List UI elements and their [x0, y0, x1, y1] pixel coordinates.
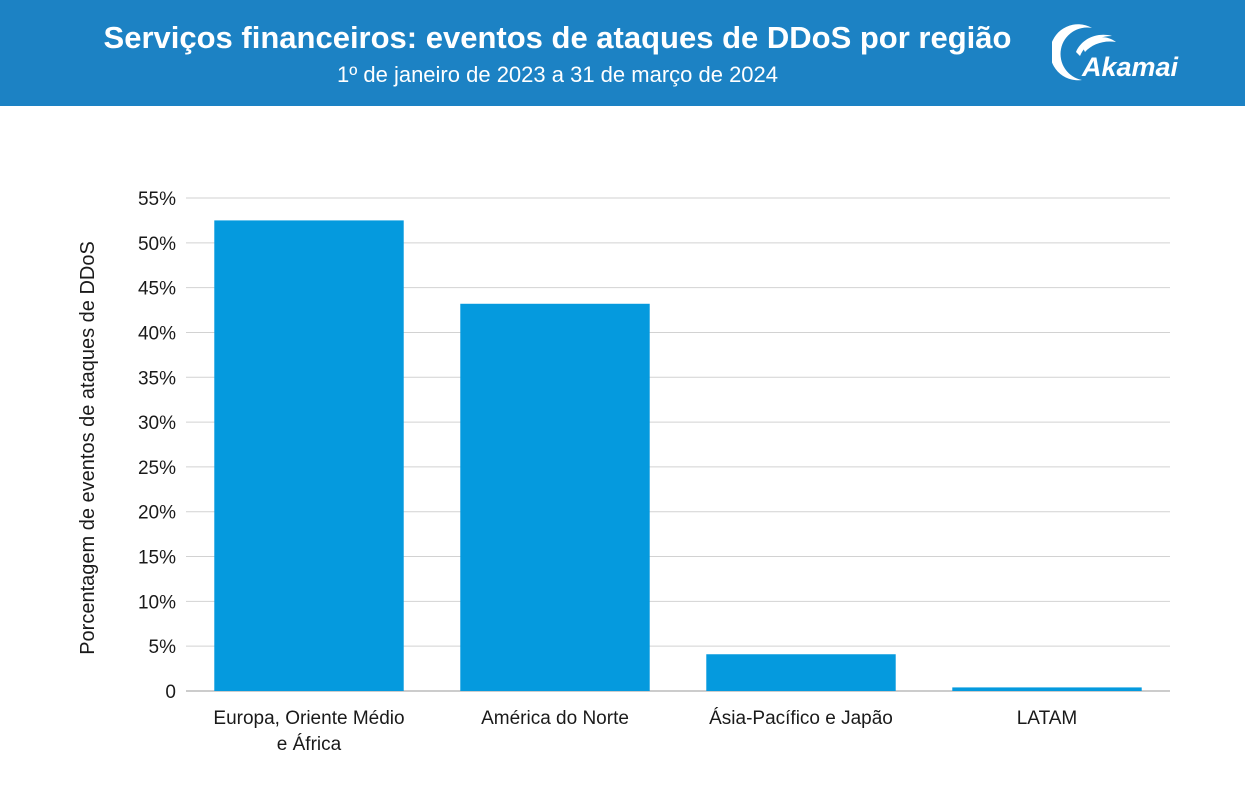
x-tick-label: LATAM — [1017, 708, 1078, 729]
akamai-logo: Akamai — [1052, 24, 1179, 82]
akamai-swoosh-icon — [1052, 24, 1092, 81]
y-tick-label: 10% — [138, 592, 176, 613]
y-tick-label: 55% — [138, 189, 176, 210]
y-tick-label: 20% — [138, 503, 176, 524]
header-banner: Serviços financeiros: eventos de ataques… — [0, 0, 1245, 106]
bar — [706, 654, 896, 691]
x-tick-label: América do Norte — [481, 708, 629, 729]
y-tick-label: 0 — [165, 682, 176, 703]
x-tick-label: Ásia-Pacífico e Japão — [709, 708, 893, 729]
chart-title: Serviços financeiros: eventos de ataques… — [103, 20, 1012, 55]
axes: 0 5% 10% 15% 20% 25% 30% 35% 40% 45% 50% 55% Europa,… — [138, 189, 1077, 755]
bars — [214, 220, 1142, 691]
y-tick-label: 35% — [138, 368, 176, 389]
chart-subtitle: 1º de janeiro de 2023 a 31 de março de 2… — [336, 62, 779, 87]
y-tick-label: 15% — [138, 548, 176, 569]
y-tick-label: 30% — [138, 413, 176, 434]
x-tick-label: e África — [277, 734, 342, 755]
y-axis-label: Porcentagem de eventos de ataques de DDo… — [77, 241, 99, 655]
y-tick-label: 50% — [138, 234, 176, 255]
akamai-logo-text: Akamai — [1081, 52, 1179, 82]
y-tick-label: 45% — [138, 279, 176, 300]
x-tick-label: Europa, Oriente Médio — [213, 708, 404, 729]
bar — [214, 220, 404, 691]
y-tick-label: 40% — [138, 323, 176, 344]
bar — [952, 687, 1142, 691]
bar — [460, 303, 650, 691]
y-tick-label: 25% — [138, 458, 176, 479]
y-tick-label: 5% — [149, 637, 177, 658]
